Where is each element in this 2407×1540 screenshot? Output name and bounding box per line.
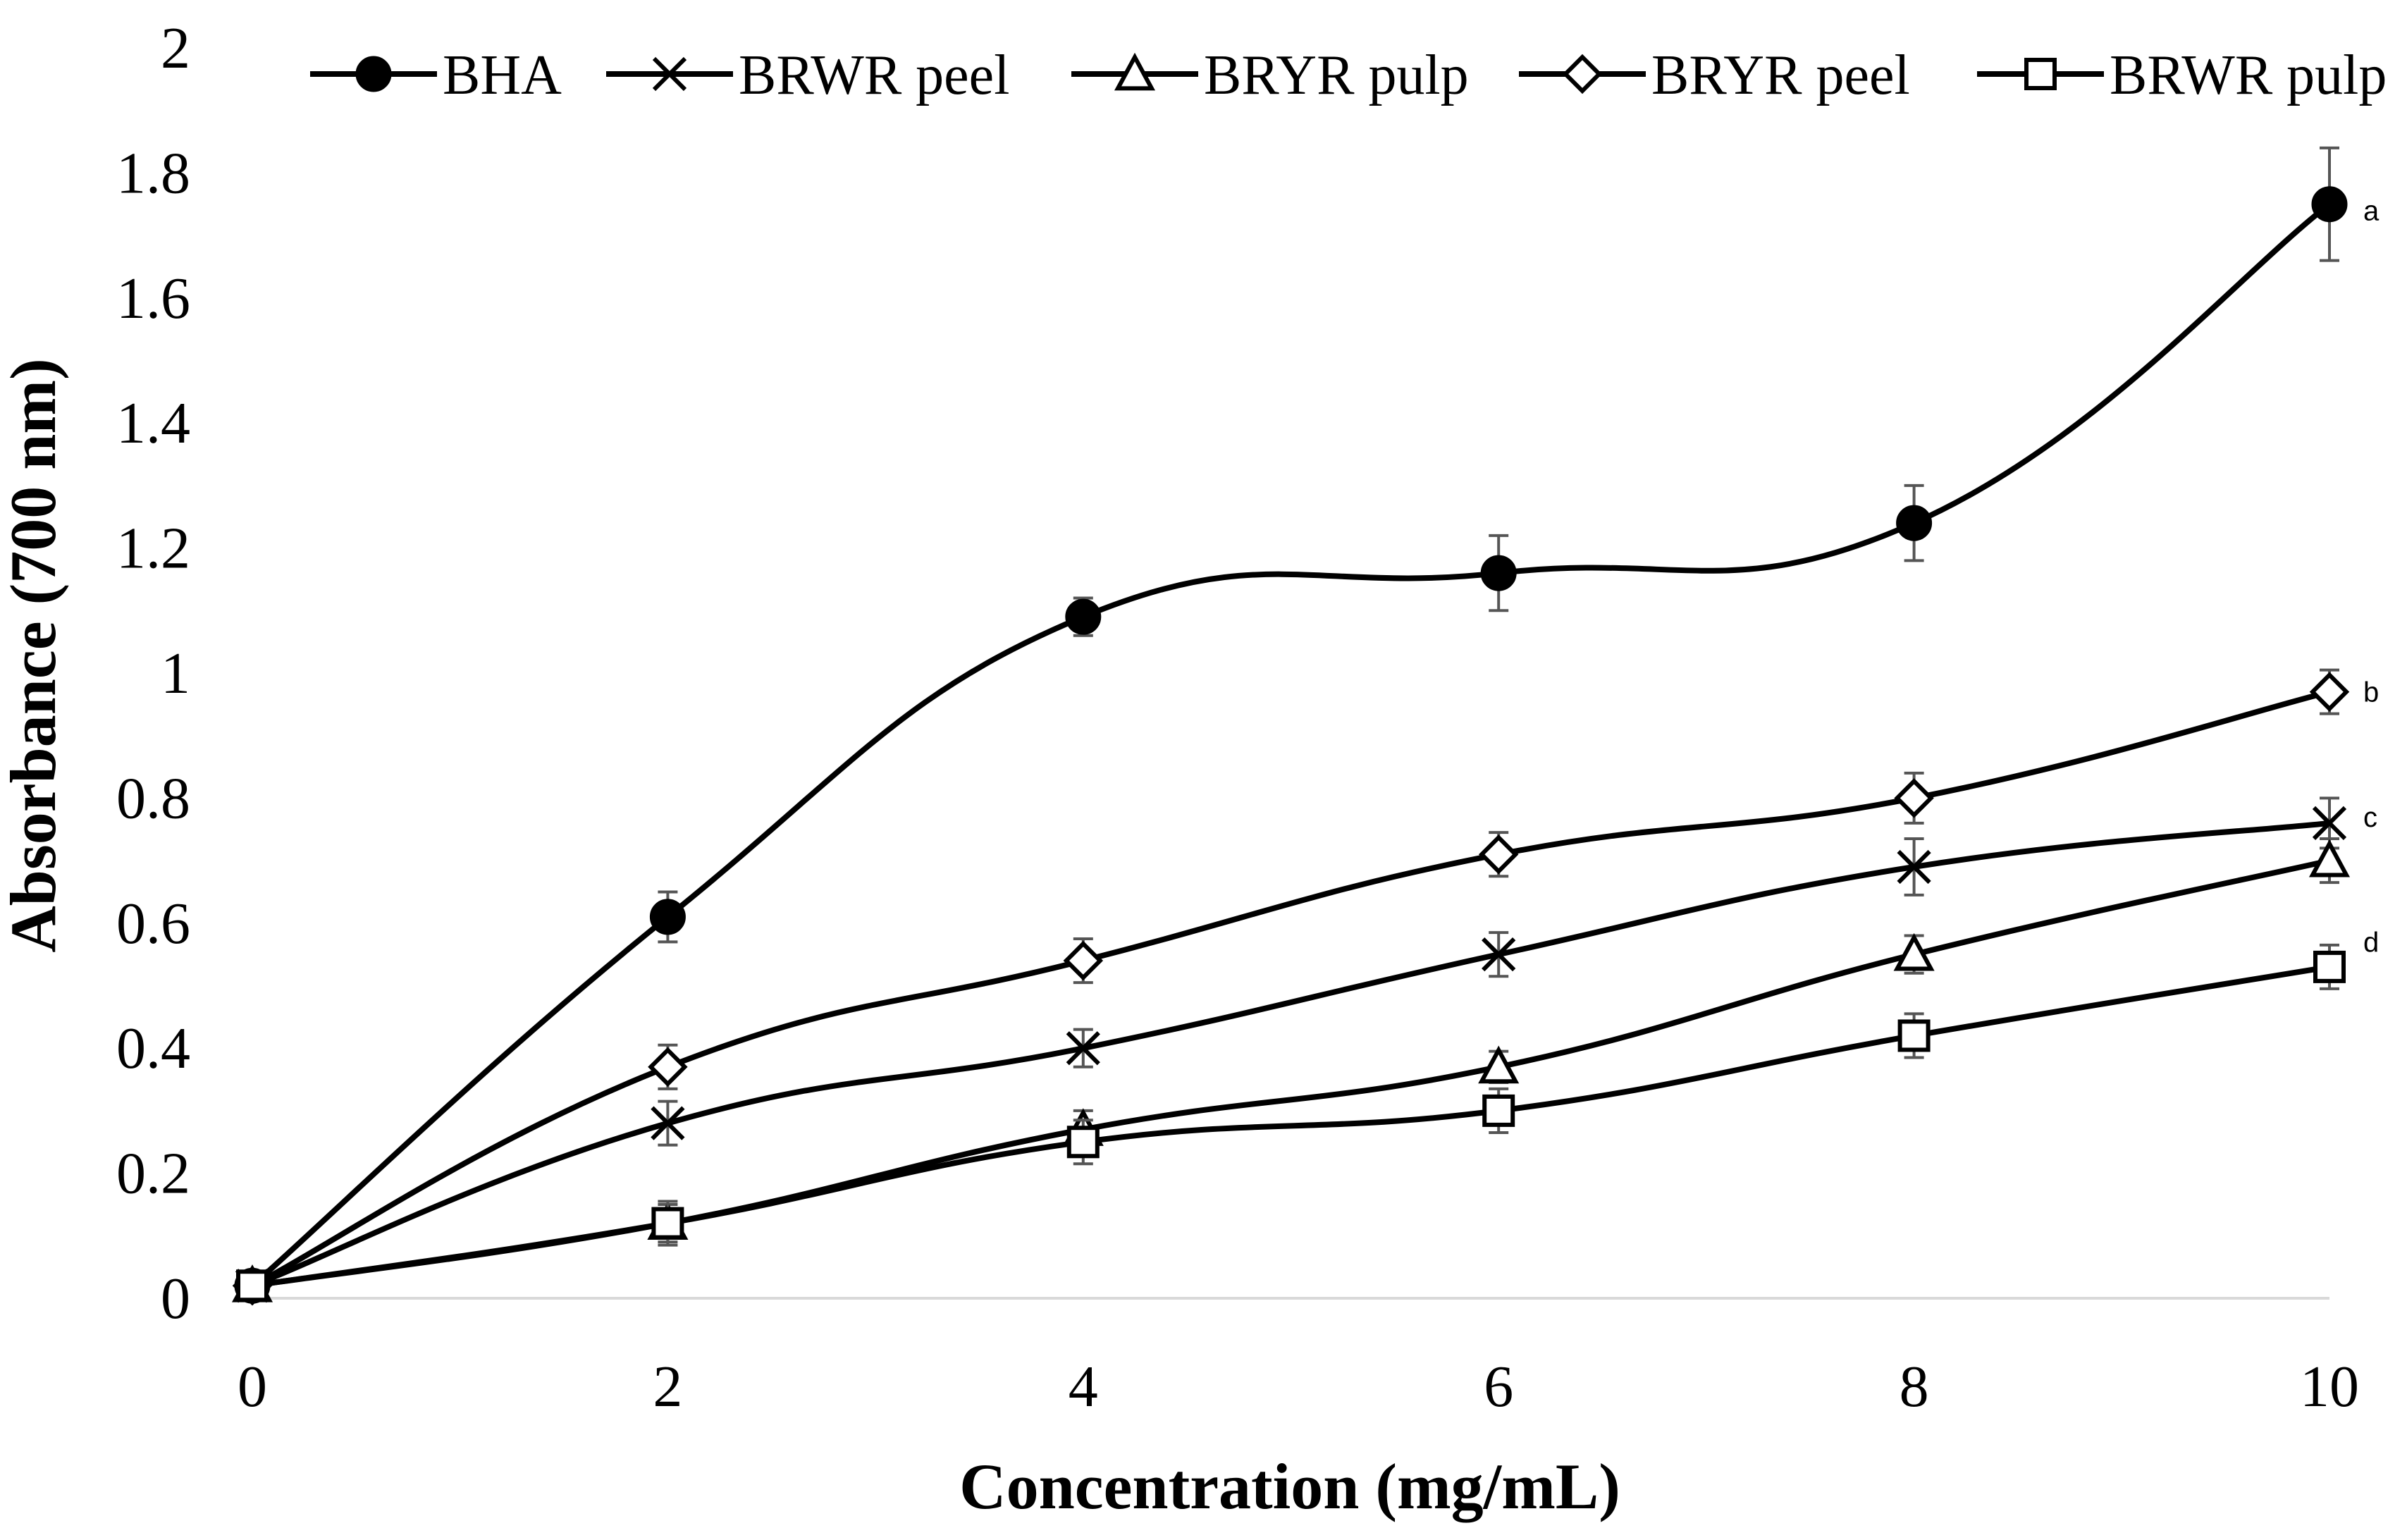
y-tick-label: 0.8 [116, 765, 190, 831]
data-point [1482, 937, 1516, 972]
x-tick-label: 0 [238, 1354, 267, 1419]
data-point [1066, 1031, 1100, 1066]
data-point [649, 899, 686, 935]
legend-label: BHA [443, 44, 562, 106]
data-point [648, 1047, 688, 1088]
series-line [252, 963, 2330, 1289]
axes: 0 2 4 6 8 10 0 0.2 0.4 0.6 0.8 1 1.2 1.4 1.6 1.8 2 [116, 16, 2359, 1419]
data-point [1478, 1045, 1520, 1084]
series-line [252, 858, 2330, 1289]
series-line [250, 202, 2332, 1288]
series-brwr-pulp [236, 943, 2346, 1302]
data-point [651, 1207, 684, 1240]
data-point [2308, 839, 2351, 877]
x-tick-label: 2 [653, 1354, 682, 1419]
data-point [2311, 186, 2348, 223]
series-line [251, 689, 2330, 1288]
series-brwr-peel [235, 796, 2347, 1303]
data-point [1480, 555, 1517, 591]
legend-label: BRWR pulp [2110, 44, 2387, 106]
legend-entry: BRWR peel [606, 44, 1009, 106]
y-tick-label: 0 [161, 1266, 190, 1331]
x-axis-title: Concentration (mg/mL) [959, 1450, 1620, 1522]
data-point [1897, 849, 1931, 885]
legend-marker [2024, 58, 2057, 90]
y-tick-label: 1.4 [116, 390, 190, 456]
x-tick-label: 10 [2300, 1354, 2359, 1419]
y-tick-label: 1 [161, 641, 190, 706]
legend-label: BRYR peel [1651, 44, 1910, 106]
data-point [1897, 1019, 1931, 1052]
legend-entry: BRYR pulp [1071, 44, 1469, 106]
significance-label: b [2363, 677, 2379, 708]
y-tick-label: 1.6 [116, 266, 190, 331]
data-point [1066, 1126, 1100, 1159]
x-tick-label: 6 [1484, 1354, 1513, 1419]
legend-marker [355, 56, 392, 92]
significance-label: c [2363, 802, 2377, 833]
legend: BHA BRWR peel BRYR pulp BRYR peel BRWR pulp [310, 44, 2387, 106]
legend-marker [652, 56, 687, 92]
series-lines: a b c d [231, 146, 2380, 1306]
series-bryr-pulp [231, 837, 2351, 1302]
data-point [2312, 806, 2347, 841]
legend-marker [1114, 52, 1156, 91]
y-tick-label: 0.4 [116, 1016, 190, 1081]
y-tick-label: 0.6 [116, 891, 190, 956]
y-tick-label: 1.2 [116, 516, 190, 581]
legend-marker [1562, 54, 1603, 94]
data-point [651, 1106, 685, 1140]
data-point [1893, 932, 1935, 971]
significance-label: a [2363, 196, 2380, 227]
data-point [1065, 598, 1102, 635]
y-tick-label: 0.2 [116, 1141, 190, 1207]
y-axis-title: Absorbance (700 nm) [0, 358, 69, 952]
series-bryr-peel [232, 668, 2350, 1306]
legend-entry: BRWR pulp [1977, 44, 2387, 106]
data-point [2313, 950, 2346, 983]
data-point [236, 1269, 269, 1302]
data-point [1478, 834, 1519, 875]
data-point [1894, 778, 1934, 818]
data-point [1896, 505, 1933, 541]
data-point [2309, 672, 2350, 712]
series-bha [234, 146, 2348, 1304]
y-tick-label: 2 [161, 16, 190, 81]
legend-entry: BHA [310, 44, 562, 106]
significance-label: d [2363, 927, 2379, 958]
legend-label: BRWR peel [739, 44, 1009, 106]
series-line [251, 820, 2330, 1288]
x-tick-label: 8 [1900, 1354, 1929, 1419]
legend-entry: BRYR peel [1519, 44, 1910, 106]
data-point [1482, 1094, 1515, 1127]
legend-label: BRYR pulp [1204, 44, 1469, 106]
x-tick-label: 4 [1069, 1354, 1098, 1419]
data-point [1063, 940, 1104, 981]
y-tick-label: 1.8 [116, 140, 190, 206]
